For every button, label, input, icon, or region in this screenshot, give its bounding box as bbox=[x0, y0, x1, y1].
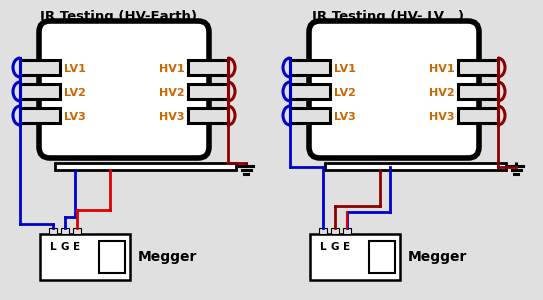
Bar bbox=[49, 228, 57, 234]
Bar bbox=[20, 84, 60, 99]
Bar bbox=[188, 84, 228, 99]
Text: LV1: LV1 bbox=[334, 64, 356, 74]
Text: LV2: LV2 bbox=[334, 88, 356, 98]
FancyBboxPatch shape bbox=[39, 21, 209, 158]
Text: Megger: Megger bbox=[408, 250, 468, 264]
Bar bbox=[290, 84, 330, 99]
Text: LV3: LV3 bbox=[64, 112, 86, 122]
Bar bbox=[73, 228, 81, 234]
Bar bbox=[369, 241, 395, 273]
FancyBboxPatch shape bbox=[309, 21, 479, 158]
Bar bbox=[458, 84, 498, 99]
Text: HV1: HV1 bbox=[430, 64, 455, 74]
Text: HV3: HV3 bbox=[160, 112, 185, 122]
Bar bbox=[290, 108, 330, 123]
Text: LV2: LV2 bbox=[64, 88, 86, 98]
Bar bbox=[319, 228, 327, 234]
Bar bbox=[310, 234, 400, 280]
Bar bbox=[40, 234, 130, 280]
Text: G: G bbox=[331, 242, 339, 252]
Bar bbox=[458, 108, 498, 123]
Bar bbox=[99, 241, 125, 273]
Bar bbox=[20, 108, 60, 123]
Bar bbox=[20, 60, 60, 75]
Text: LV1: LV1 bbox=[64, 64, 86, 74]
Bar bbox=[325, 163, 506, 170]
Bar bbox=[188, 60, 228, 75]
Text: L: L bbox=[50, 242, 56, 252]
Text: HV2: HV2 bbox=[160, 88, 185, 98]
Text: Megger: Megger bbox=[138, 250, 197, 264]
Bar bbox=[188, 108, 228, 123]
Bar bbox=[331, 228, 339, 234]
Text: E: E bbox=[343, 242, 351, 252]
Text: IR Testing (HV-Earth): IR Testing (HV-Earth) bbox=[40, 10, 197, 23]
Bar bbox=[290, 60, 330, 75]
Text: HV1: HV1 bbox=[160, 64, 185, 74]
Text: E: E bbox=[73, 242, 80, 252]
Bar bbox=[61, 228, 69, 234]
Bar bbox=[55, 163, 236, 170]
Text: L: L bbox=[320, 242, 326, 252]
Text: IR Testing (HV- LV   ): IR Testing (HV- LV ) bbox=[312, 10, 464, 23]
Text: HV3: HV3 bbox=[430, 112, 455, 122]
Bar bbox=[458, 60, 498, 75]
Bar bbox=[343, 228, 351, 234]
Text: G: G bbox=[61, 242, 70, 252]
Text: LV3: LV3 bbox=[334, 112, 356, 122]
Text: HV2: HV2 bbox=[430, 88, 455, 98]
